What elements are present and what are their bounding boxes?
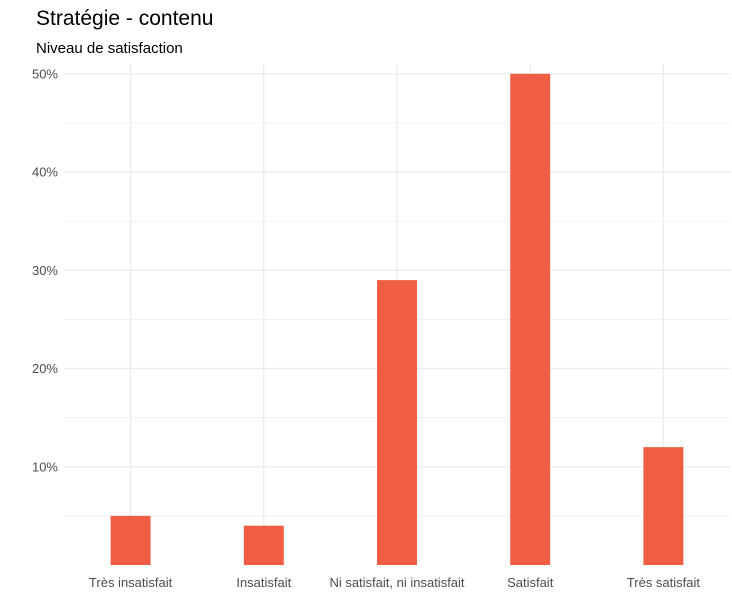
chart-title: Stratégie - contenu bbox=[36, 7, 214, 30]
bar bbox=[643, 447, 684, 565]
x-tick-label: Ni satisfait, ni insatisfait bbox=[329, 575, 464, 590]
x-tick-label: Satisfait bbox=[507, 575, 554, 590]
x-tick-label: Très insatisfait bbox=[89, 575, 173, 590]
y-tick-label: 30% bbox=[32, 263, 58, 278]
x-tick-label: Insatisfait bbox=[236, 575, 291, 590]
y-tick-label: 50% bbox=[32, 66, 58, 81]
y-tick-label: 10% bbox=[32, 459, 58, 474]
bar bbox=[377, 280, 417, 565]
bars bbox=[110, 73, 684, 565]
x-tick-label: Très satisfait bbox=[627, 575, 701, 590]
y-tick-label: 20% bbox=[32, 361, 58, 376]
bar bbox=[243, 525, 284, 565]
x-axis-tick-labels: Très insatisfait Insatisfait Ni satisfait,… bbox=[89, 575, 700, 590]
chart-subtitle: Niveau de satisfaction bbox=[36, 40, 183, 57]
bar bbox=[510, 73, 551, 565]
bar bbox=[110, 515, 151, 565]
y-axis-tick-labels: 10% 20% 30% 40% 50% bbox=[32, 66, 58, 474]
y-tick-label: 40% bbox=[32, 165, 58, 180]
